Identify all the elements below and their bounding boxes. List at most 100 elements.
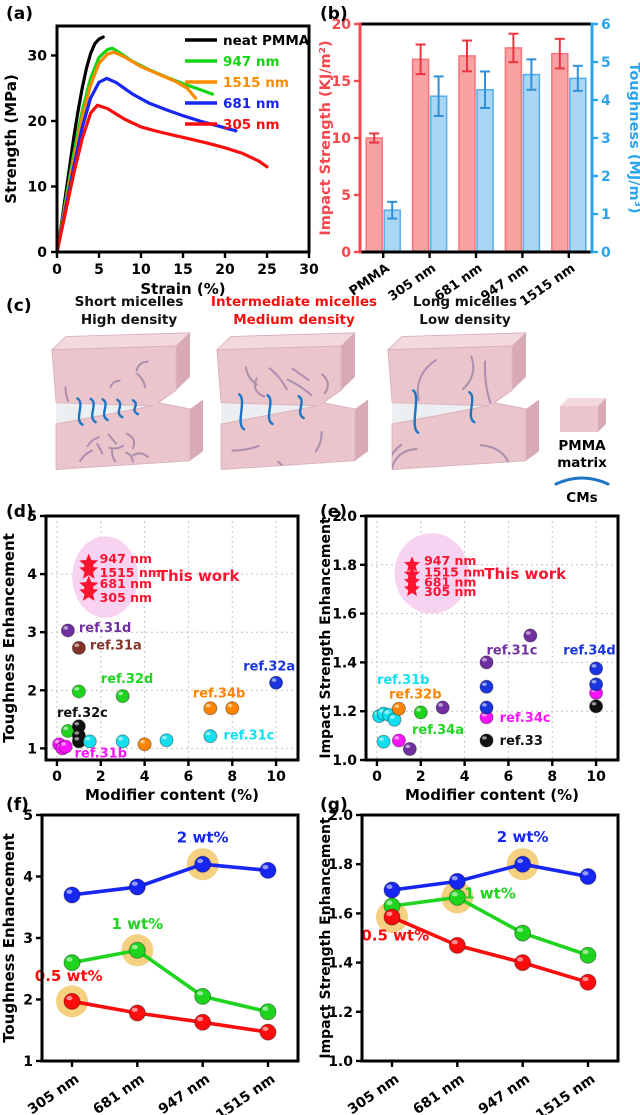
star-label: 305 nm (424, 584, 476, 599)
bar-impact-strength-pmma (365, 137, 383, 253)
bridging-micelle (101, 398, 109, 422)
bridging-micelle (116, 398, 124, 419)
data-point (63, 886, 81, 904)
data-point (383, 908, 401, 926)
data-point (259, 1023, 277, 1041)
point-gloss (591, 701, 597, 706)
point-gloss (205, 703, 211, 708)
point-gloss (262, 1026, 269, 1032)
x-axis-title: Strain (%) (140, 280, 225, 298)
x-tick-label: 20 (215, 262, 235, 278)
this-work-label: This work (484, 565, 567, 583)
group-label-ref-31b: ref.31b (377, 673, 430, 688)
x-tick-label: 8 (547, 769, 557, 785)
micelle (479, 444, 512, 470)
micelles-group (231, 366, 329, 470)
point-gloss (66, 995, 73, 1001)
point-gloss (74, 643, 80, 648)
micelle (483, 360, 492, 405)
this-work-label: This work (158, 567, 241, 585)
block-title-line2: Medium density (233, 312, 355, 328)
chart-f: 2 wt% 1 wt% 0.5 wt% 305 nm 681 nm 947 nm 1515 … (0, 808, 300, 1115)
point-gloss (405, 744, 411, 749)
data-point (523, 628, 538, 643)
x-tick-label: 0 (52, 262, 62, 278)
point-gloss (451, 876, 458, 881)
micelle (231, 444, 260, 452)
block-side-face (176, 332, 190, 391)
x-tick-label: 30 (299, 262, 319, 278)
right-tick-label: 6 (601, 17, 611, 33)
star-label: 947 nm (424, 553, 476, 568)
bar-impact-strength-947-nm (504, 47, 523, 253)
point-gloss (118, 691, 124, 696)
x-tick-label: 10 (266, 769, 286, 785)
micelle (268, 367, 288, 391)
micelle (135, 360, 149, 372)
point-gloss (161, 735, 167, 740)
point-gloss (386, 911, 393, 917)
bridging-micelle (237, 393, 246, 431)
legend-matrix-top (560, 398, 606, 406)
panel-e-label: (e) (320, 502, 348, 522)
panel-d: (d) 947 nm 1515 nm 681 nm 305 nm This work re… (0, 498, 320, 804)
data-point (128, 941, 146, 959)
block-side-face (355, 399, 369, 461)
y-tick-label: 2.0 (332, 509, 357, 525)
point-gloss (54, 739, 60, 744)
bridging-micelle (76, 397, 84, 426)
group-label-ref-31c: ref.31c (223, 729, 274, 744)
data-point (448, 872, 466, 890)
point-gloss (517, 858, 524, 864)
micelle (79, 449, 93, 463)
x-tick-label: 2 (96, 769, 106, 785)
point-gloss (525, 631, 531, 635)
block-title-line1: Intermediate micelles (211, 294, 377, 310)
group-label-ref-32a: ref.32a (243, 659, 295, 674)
group-label-ref-31c: ref.31c (487, 644, 538, 659)
micelle (86, 436, 100, 448)
point-gloss (416, 708, 422, 712)
data-point (514, 924, 532, 942)
point-gloss (205, 731, 211, 736)
point-gloss (394, 736, 400, 740)
data-point (60, 623, 75, 638)
star-label: 947 nm (100, 551, 152, 566)
bar-impact-strength-1515-nm (551, 52, 569, 253)
group-label-ref-33: ref.33 (500, 734, 543, 749)
x-tick-label: 305 nm (345, 1071, 402, 1115)
data-point (128, 878, 146, 896)
group-label-ref-34b: ref.34b (193, 687, 246, 702)
this-work-star (403, 556, 421, 572)
block-side-face (341, 332, 355, 391)
y-tick-label: 2.0 (328, 808, 353, 824)
legend-matrix-label: matrix (557, 455, 607, 471)
left-tick-label: 10 (332, 131, 352, 147)
block-title-line1: Short micelles (75, 294, 184, 310)
point-gloss (438, 703, 444, 707)
right-tick-label: 4 (601, 93, 611, 109)
bar-impact-strength-305-nm (411, 58, 430, 253)
data-point (159, 733, 174, 748)
left-axis-title: Impact Strength (KJ/m²) (318, 40, 334, 235)
legend-label: 947 nm (223, 54, 280, 70)
micelle (136, 372, 147, 389)
micelle (320, 373, 329, 395)
x-tick-label: 681 nm (410, 1071, 467, 1115)
data-point (479, 733, 494, 748)
y-tick-label: 4 (23, 870, 33, 886)
x-tick-label: 947 nm (476, 1071, 533, 1115)
right-tick-label: 5 (601, 55, 611, 71)
y-axis-title: Strength (MPa) (2, 74, 20, 203)
micelle (314, 430, 323, 453)
micelle (416, 359, 437, 402)
x-tick-label: 4 (140, 769, 150, 785)
legend-label: 681 nm (223, 96, 280, 112)
data-point (579, 973, 597, 991)
bar-toughness-305-nm (429, 95, 448, 253)
legend-label: 305 nm (223, 117, 280, 133)
diagram-c: Short micelles High density Intermediate m… (50, 294, 610, 506)
x-tick-label: 4 (460, 769, 470, 785)
